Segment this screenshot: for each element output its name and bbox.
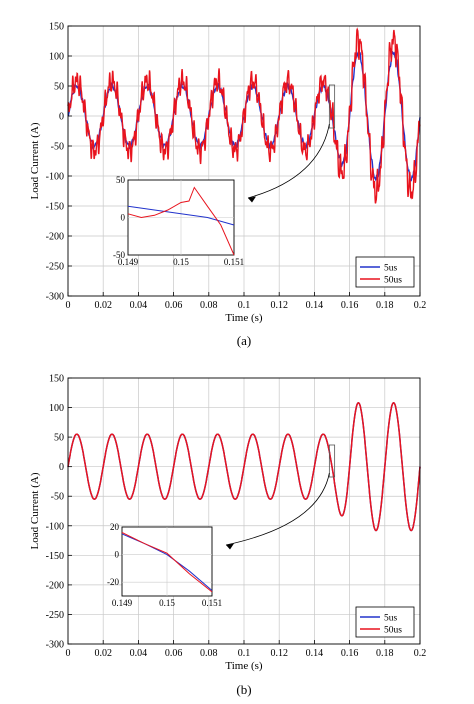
x-tick-label: 0.12 bbox=[270, 648, 288, 659]
legend-label-50us: 50us bbox=[384, 626, 402, 636]
x-tick-label: 0.04 bbox=[130, 648, 148, 659]
panel-a-chart: 0 0.02 0.04 0.06 0.08 0.1 0.12 0.14 0.16 0.18 0.2 -… bbox=[29, 22, 426, 349]
inset-x-tick-label: 0.15 bbox=[173, 257, 189, 267]
legend-label-5us: 5us bbox=[384, 614, 398, 624]
series-line-50us bbox=[67, 27, 421, 204]
y-tick-label: -300 bbox=[46, 640, 64, 651]
zoom-region-box bbox=[328, 444, 336, 478]
x-axis-label: Time (s) bbox=[225, 312, 263, 324]
x-tick-label: 0.06 bbox=[165, 648, 183, 659]
zoom-arrow bbox=[247, 123, 330, 199]
x-tick-label: 0.16 bbox=[341, 300, 359, 311]
x-tick-label: 0.18 bbox=[376, 300, 394, 311]
y-tick-label: 150 bbox=[49, 22, 64, 33]
inset-y-tick-label: 50 bbox=[116, 175, 126, 185]
x-tick-label: 0.18 bbox=[376, 648, 394, 659]
legend-label-5us: 5us bbox=[384, 264, 398, 274]
y-tick-label: 100 bbox=[49, 52, 64, 63]
panel-b-chart: 0 0.02 0.04 0.06 0.08 0.1 0.12 0.14 0.16 0.18 0.2 -… bbox=[29, 374, 426, 698]
legend-box bbox=[355, 256, 415, 288]
series-line-50us bbox=[67, 402, 421, 532]
x-tick-label: 0.08 bbox=[200, 648, 218, 659]
zoom-region-box bbox=[328, 84, 336, 129]
inset-chart: 0.149 0.15 0.151 20 0 -20 bbox=[107, 522, 222, 608]
zoom-arrow-head bbox=[248, 196, 256, 203]
inset-y-tick-label: 20 bbox=[110, 522, 120, 532]
y-tick-label: 150 bbox=[49, 374, 64, 385]
inset-y-tick-label: 0 bbox=[115, 550, 120, 560]
y-tick-label: -100 bbox=[46, 172, 64, 183]
legend-label-50us: 50us bbox=[384, 276, 402, 286]
x-tick-label: 0.2 bbox=[414, 648, 427, 659]
x-axis-label: Time (s) bbox=[225, 660, 263, 672]
y-tick-label: -250 bbox=[46, 610, 64, 621]
inset-y-tick-label: -20 bbox=[107, 577, 119, 587]
inset-x-tick-label: 0.15 bbox=[159, 598, 175, 608]
legend: 5us 50us bbox=[355, 606, 415, 638]
zoom-arrow-head bbox=[226, 543, 234, 550]
inset-chart: 0.149 0.15 0.151 50 0 -50 bbox=[113, 175, 244, 267]
y-tick-label: -200 bbox=[46, 232, 64, 243]
y-tick-label: -50 bbox=[51, 142, 64, 153]
x-tick-label: 0.12 bbox=[270, 300, 288, 311]
y-tick-label: 50 bbox=[54, 82, 64, 93]
x-tick-label: 0.2 bbox=[414, 300, 427, 311]
inset-y-tick-label: 0 bbox=[121, 213, 126, 223]
inset-x-tick-label: 0.149 bbox=[112, 598, 133, 608]
y-axis-label: Load Current (A) bbox=[29, 472, 41, 549]
y-tick-label: 0 bbox=[59, 112, 64, 123]
y-tick-label: -200 bbox=[46, 580, 64, 591]
inset-y-tick-label: -50 bbox=[113, 250, 125, 260]
x-tick-label: 0.16 bbox=[341, 648, 359, 659]
zoom-arrow bbox=[225, 472, 330, 546]
y-tick-label: -250 bbox=[46, 262, 64, 273]
y-tick-label: 100 bbox=[49, 403, 64, 414]
x-tick-label: 0.06 bbox=[165, 300, 183, 311]
inset-series-line-5us bbox=[127, 205, 235, 226]
x-tick-label: 0.02 bbox=[94, 300, 112, 311]
inset-series-line-50us bbox=[127, 186, 235, 256]
legend: 5us 50us bbox=[355, 256, 415, 288]
y-axis-label: Load Current (A) bbox=[29, 122, 41, 199]
y-tick-label: 0 bbox=[59, 462, 64, 473]
legend-box bbox=[355, 606, 415, 638]
x-tick-label: 0.08 bbox=[200, 300, 218, 311]
inset-series-line-50us bbox=[121, 532, 213, 593]
x-tick-label: 0 bbox=[66, 300, 71, 311]
x-tick-label: 0.1 bbox=[238, 300, 251, 311]
x-tick-label: 0 bbox=[66, 648, 71, 659]
x-tick-label: 0.04 bbox=[130, 300, 148, 311]
y-tick-label: -50 bbox=[51, 492, 64, 503]
y-tick-label: -100 bbox=[46, 521, 64, 532]
y-tick-label: -150 bbox=[46, 202, 64, 213]
y-tick-label: -150 bbox=[46, 551, 64, 562]
x-tick-label: 0.1 bbox=[238, 648, 251, 659]
inset-x-tick-label: 0.151 bbox=[224, 257, 244, 267]
inset-x-tick-label: 0.149 bbox=[118, 257, 139, 267]
x-tick-label: 0.14 bbox=[306, 648, 324, 659]
y-tick-label: 50 bbox=[54, 433, 64, 444]
x-tick-label: 0.14 bbox=[306, 300, 324, 311]
inset-x-tick-label: 0.151 bbox=[202, 598, 222, 608]
y-tick-label: -300 bbox=[46, 292, 64, 303]
x-tick-label: 0.02 bbox=[94, 648, 112, 659]
panel-caption: (a) bbox=[237, 333, 251, 348]
panel-caption: (b) bbox=[236, 682, 251, 697]
